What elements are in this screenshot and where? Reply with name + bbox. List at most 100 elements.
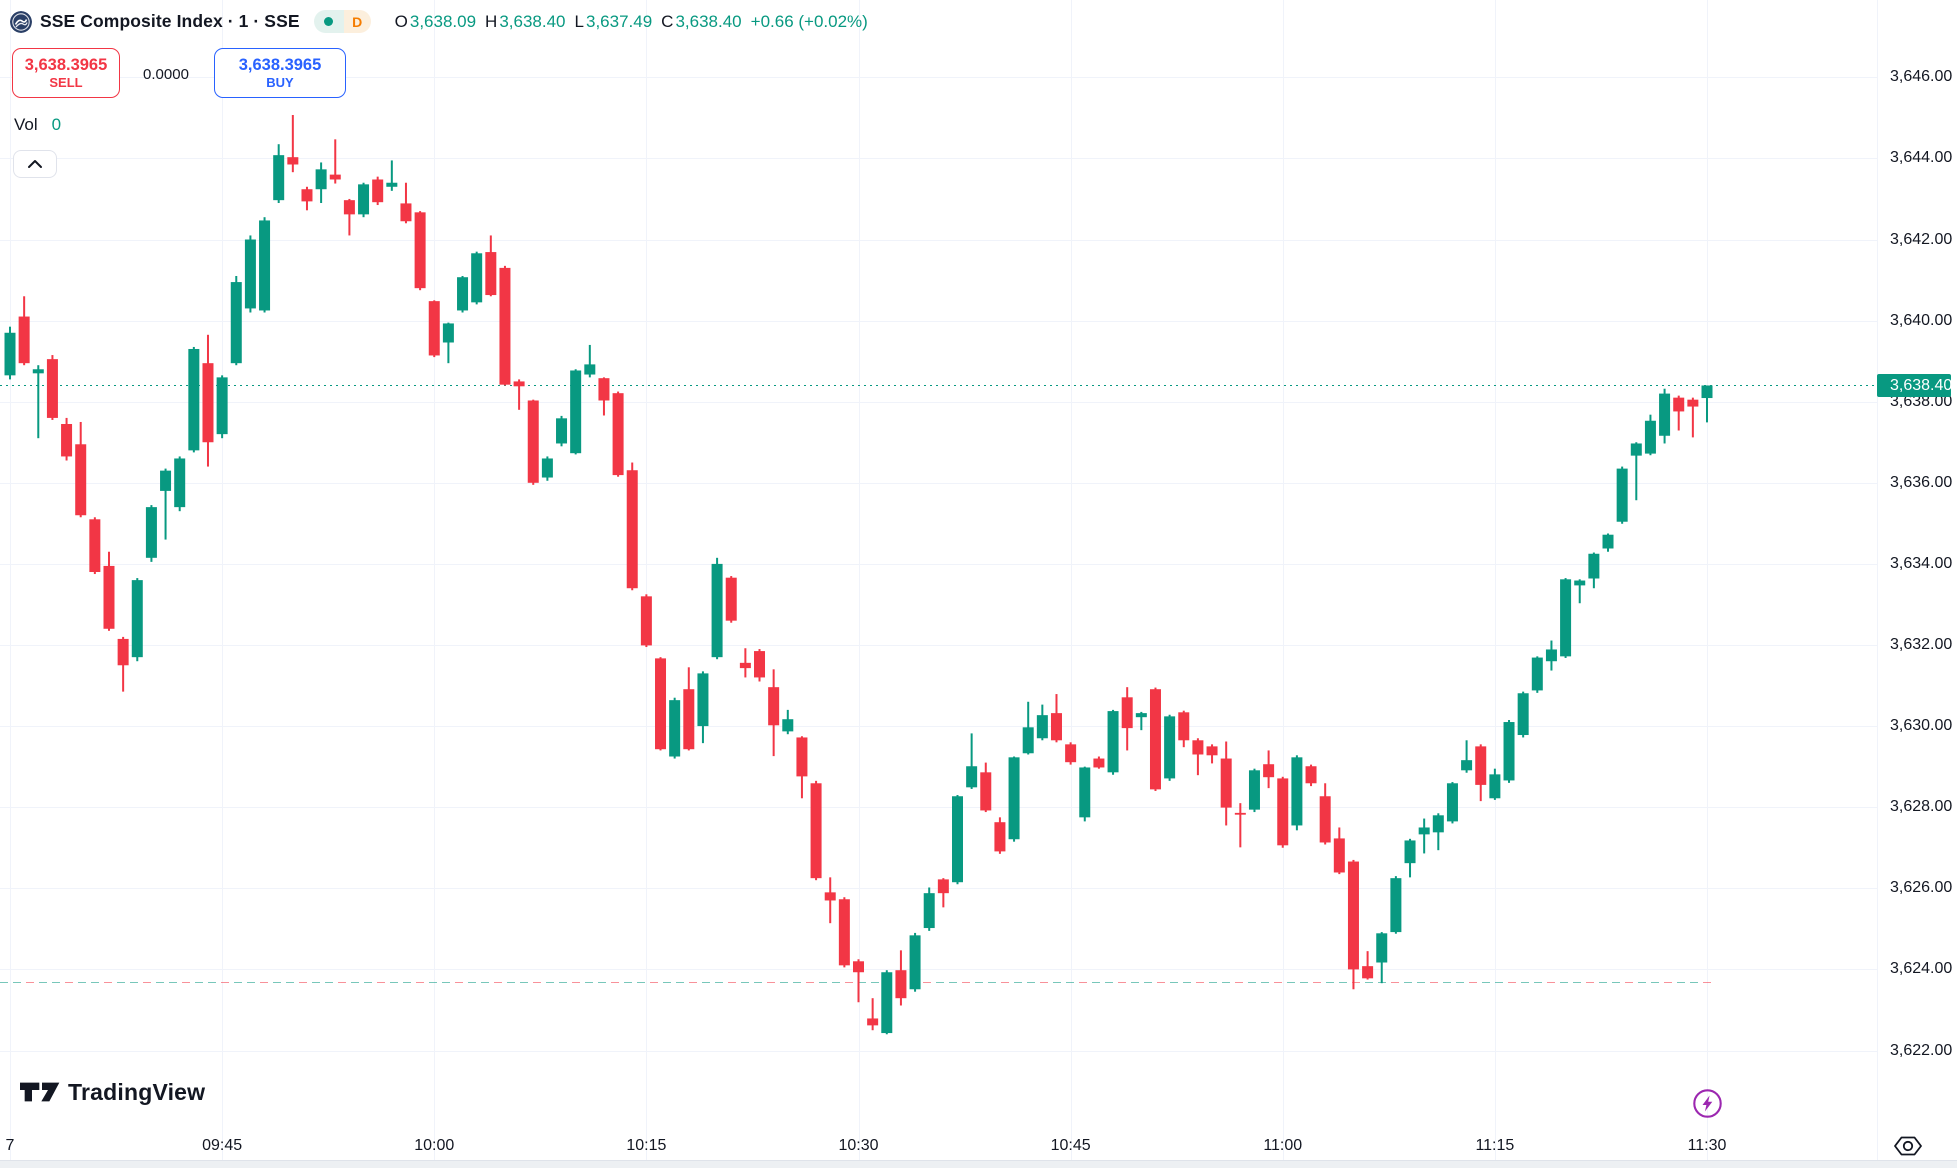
candle-body <box>1248 770 1260 810</box>
horizontal-gridline <box>0 563 1877 565</box>
candle-body <box>1319 796 1331 843</box>
scale-settings-button[interactable] <box>1893 1135 1923 1157</box>
candle-wick <box>1691 397 1694 438</box>
candle-body <box>358 184 370 215</box>
candle-body <box>1291 757 1303 826</box>
candle-wick <box>1423 818 1426 854</box>
candle-body <box>1178 712 1190 741</box>
close-label: C <box>661 11 674 31</box>
time-axis-label: 11:00 <box>1263 1137 1303 1154</box>
collapse-panel-button[interactable] <box>13 150 57 178</box>
buy-price: 3,638.3965 <box>238 56 322 74</box>
candle-body <box>966 766 978 788</box>
candle-body <box>513 381 525 387</box>
candle-body <box>909 935 921 990</box>
candle-wick <box>404 182 407 224</box>
candle-body <box>1602 534 1614 549</box>
candle-body <box>244 239 256 309</box>
vertical-gridline <box>1070 0 1072 1160</box>
candle-body <box>160 470 172 491</box>
candle-body <box>131 580 143 658</box>
candle-body <box>4 332 16 376</box>
tradingview-logo[interactable]: TradingView <box>20 1078 205 1106</box>
change-value: +0.66 (+0.02%) <box>750 11 868 31</box>
candle-body <box>626 470 638 589</box>
vertical-gridline <box>1707 0 1708 1160</box>
candle-body <box>1503 722 1515 781</box>
candle-body <box>1206 746 1218 756</box>
candle-body <box>1333 838 1345 873</box>
interval-badge[interactable]: D <box>343 10 371 33</box>
candle-body <box>1277 778 1289 846</box>
low-value: 3,637.49 <box>585 11 653 31</box>
candlestick-chart[interactable] <box>0 0 1877 1160</box>
candle-wick <box>518 379 521 410</box>
spread-value: 0.0000 <box>143 66 189 83</box>
candle-body <box>612 393 624 476</box>
candle-body <box>442 323 454 343</box>
sse-logo-icon[interactable] <box>10 10 32 33</box>
interval-status-pill[interactable]: D <box>313 10 371 33</box>
vertical-gridline <box>434 0 436 1160</box>
candle-body <box>640 596 652 646</box>
candle-wick <box>164 468 167 540</box>
candle-body <box>1630 443 1642 456</box>
candle-body <box>89 519 101 573</box>
price-axis-label: 3,626.00 <box>1890 879 1953 897</box>
vertical-gridline <box>1282 0 1284 1160</box>
candle-body <box>1475 746 1487 785</box>
candle-body <box>1263 764 1275 778</box>
candle-body <box>400 203 412 222</box>
candle-body <box>796 737 808 777</box>
candle-body <box>853 961 865 973</box>
vertical-gridline <box>222 0 224 1160</box>
candle-body <box>1461 760 1473 771</box>
horizontal-gridline <box>0 807 1877 809</box>
symbol-title[interactable]: SSE Composite Index · 1 · SSE <box>40 11 300 31</box>
candle-wick <box>1635 442 1638 501</box>
candle-body <box>1701 385 1713 399</box>
instant-order-button[interactable] <box>1692 1088 1723 1119</box>
candle-body <box>1545 649 1557 662</box>
candle-body <box>923 893 935 929</box>
candle-body <box>810 783 822 879</box>
candle-wick <box>970 733 973 789</box>
sell-label: SELL <box>49 75 83 90</box>
horizontal-gridline <box>0 158 1877 160</box>
hexagon-eye-icon <box>1894 1136 1922 1156</box>
candle-wick <box>447 322 450 364</box>
time-axis-label: 11:15 <box>1475 1137 1515 1154</box>
candle-body <box>994 822 1006 852</box>
tradingview-wordmark: TradingView <box>68 1078 206 1105</box>
price-axis-label: 3,628.00 <box>1890 798 1953 816</box>
candle-body <box>683 689 695 750</box>
candle-body <box>259 220 271 311</box>
horizontal-gridline <box>0 645 1877 646</box>
candle-body <box>428 301 440 356</box>
candle-wick <box>1366 951 1369 980</box>
vertical-gridline <box>858 0 860 1160</box>
candle-body <box>1093 758 1105 768</box>
candle-body <box>61 424 73 457</box>
candle-body <box>1220 758 1232 808</box>
candle-body <box>541 458 553 478</box>
price-axis-label: 3,634.00 <box>1890 554 1953 572</box>
buy-button[interactable]: 3,638.3965 BUY <box>214 48 346 98</box>
candle-body <box>1234 812 1246 815</box>
candle-wick <box>348 198 351 236</box>
candle-body <box>570 370 582 454</box>
candle-body <box>1588 553 1600 579</box>
candle-body <box>1192 740 1204 755</box>
candle-body <box>343 200 355 215</box>
candle-body <box>598 378 610 401</box>
horizontal-gridline <box>0 401 1877 403</box>
high-label: H <box>485 11 498 31</box>
candle-wick <box>37 365 40 439</box>
sell-button[interactable]: 3,638.3965 SELL <box>12 48 120 98</box>
candle-body <box>1008 757 1020 840</box>
candle-body <box>216 377 228 435</box>
candle-body <box>273 155 285 201</box>
candle-body <box>103 565 115 629</box>
vertical-gridline <box>10 0 11 1160</box>
horizontal-gridline <box>0 482 1877 484</box>
